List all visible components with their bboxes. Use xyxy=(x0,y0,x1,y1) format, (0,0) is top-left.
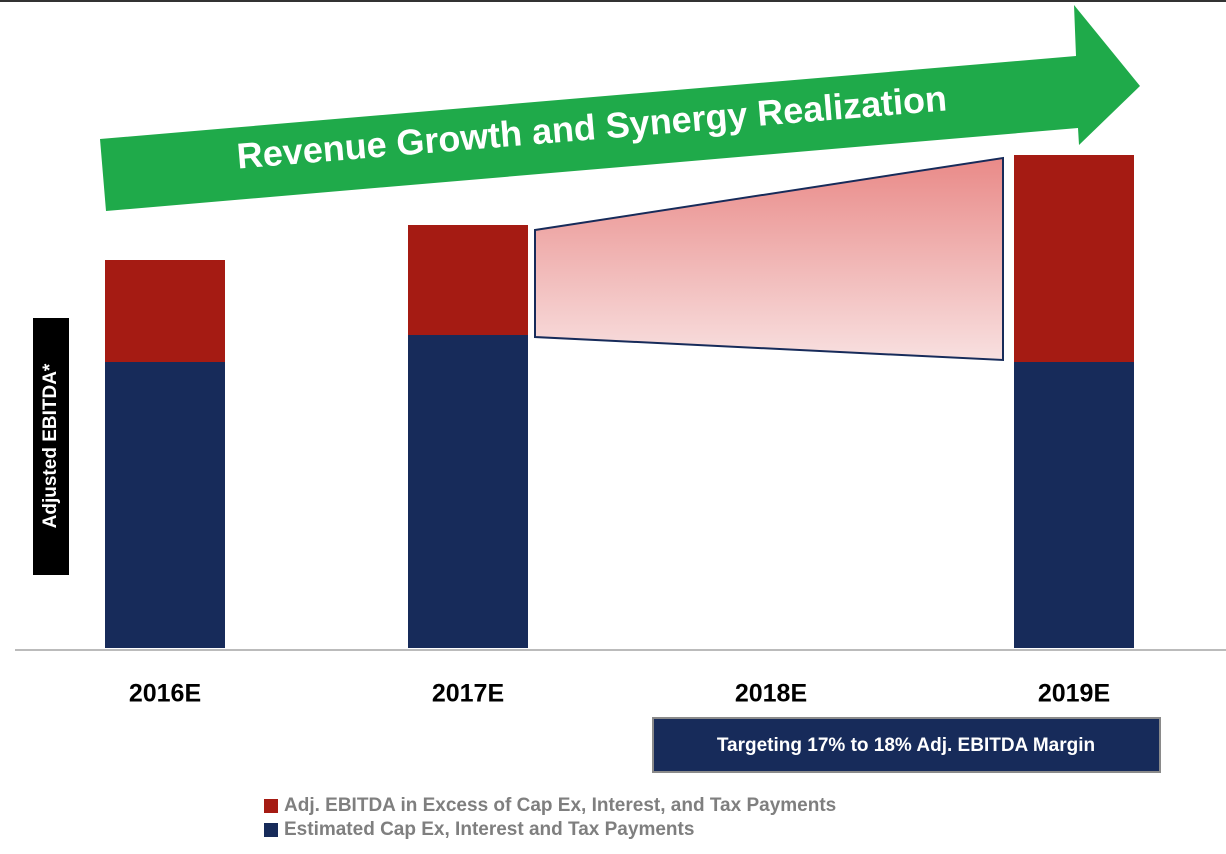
bar-segment xyxy=(1014,155,1134,362)
bar-segment xyxy=(105,362,225,648)
legend-label: Estimated Cap Ex, Interest and Tax Payme… xyxy=(284,819,694,840)
x-tick-label: 2019E xyxy=(1038,680,1110,708)
top-rule xyxy=(0,0,1226,2)
annotation-box xyxy=(652,717,1161,773)
bar-segment xyxy=(408,225,528,335)
bar-segment xyxy=(1014,362,1134,648)
bar-segment xyxy=(105,260,225,362)
x-tick-label: 2017E xyxy=(432,680,504,708)
legend-swatch xyxy=(264,799,278,813)
growth-arrow xyxy=(100,5,1140,211)
y-axis-label: Adjusted EBITDA* xyxy=(40,363,61,528)
legend-swatch xyxy=(264,823,278,837)
bar-segment xyxy=(408,335,528,648)
x-tick-label: 2018E xyxy=(735,680,807,708)
y-label-box xyxy=(33,318,69,575)
legend-label: Adj. EBITDA in Excess of Cap Ex, Interes… xyxy=(284,795,836,816)
growth-wedge xyxy=(534,156,1004,362)
annotation: Targeting 17% to 18% Adj. EBITDA Margin xyxy=(717,735,1095,756)
x-tick-label: 2016E xyxy=(129,680,201,708)
